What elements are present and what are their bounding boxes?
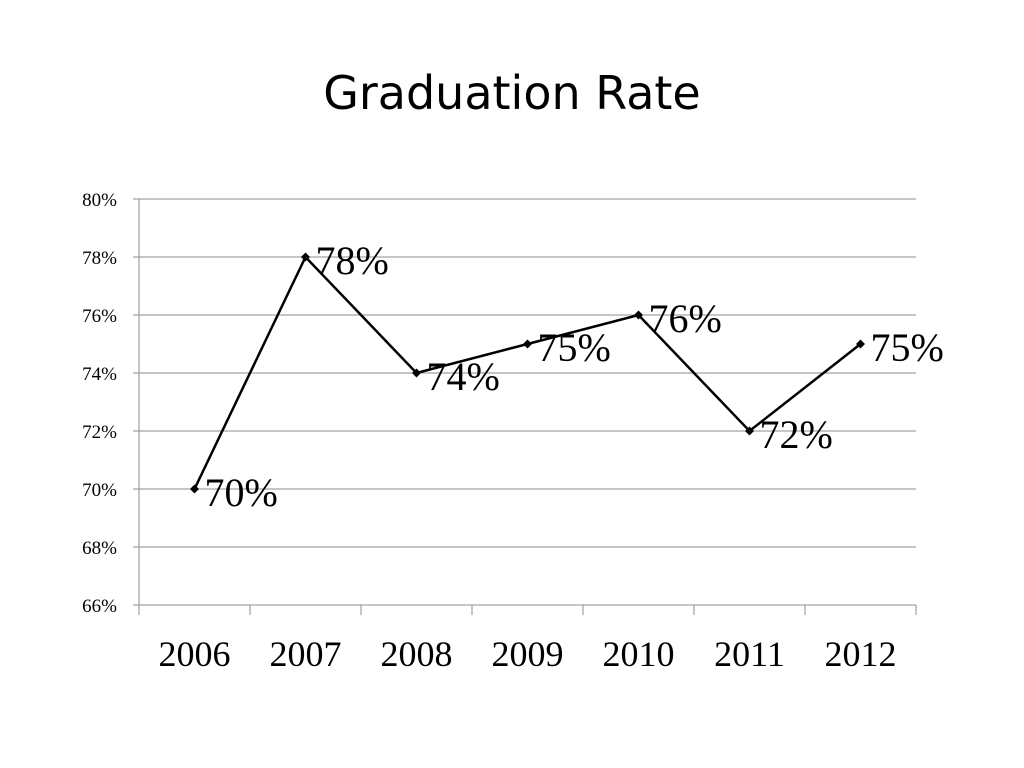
data-label: 70%	[205, 470, 278, 515]
data-label: 78%	[316, 238, 389, 283]
x-tick-label: 2012	[825, 634, 897, 674]
x-tick-label: 2008	[381, 634, 453, 674]
data-label: 72%	[760, 412, 833, 457]
data-point	[412, 368, 421, 378]
x-tick-label: 2010	[603, 634, 675, 674]
y-tick-label: 76%	[82, 306, 117, 327]
data-point	[301, 252, 310, 262]
x-tick-label: 2006	[159, 634, 231, 674]
y-tick-label: 70%	[82, 480, 117, 501]
data-point	[523, 339, 532, 349]
y-tick-label: 74%	[82, 364, 117, 385]
y-tick-label: 80%	[82, 190, 117, 211]
y-tick-label: 72%	[82, 422, 117, 443]
chart-title: Graduation Rate	[323, 66, 701, 120]
y-tick-label: 78%	[82, 248, 117, 269]
data-label: 75%	[871, 325, 944, 370]
data-label: 74%	[427, 354, 500, 399]
data-point	[856, 339, 865, 349]
y-tick-label: 68%	[82, 538, 117, 559]
data-point	[634, 310, 643, 320]
data-label: 75%	[538, 325, 611, 370]
data-label: 76%	[649, 296, 722, 341]
data-point	[745, 426, 754, 436]
data-point	[190, 484, 199, 494]
x-tick-label: 2007	[270, 634, 342, 674]
y-tick-label: 66%	[82, 596, 117, 617]
x-tick-label: 2011	[714, 634, 785, 674]
x-tick-label: 2009	[492, 634, 564, 674]
